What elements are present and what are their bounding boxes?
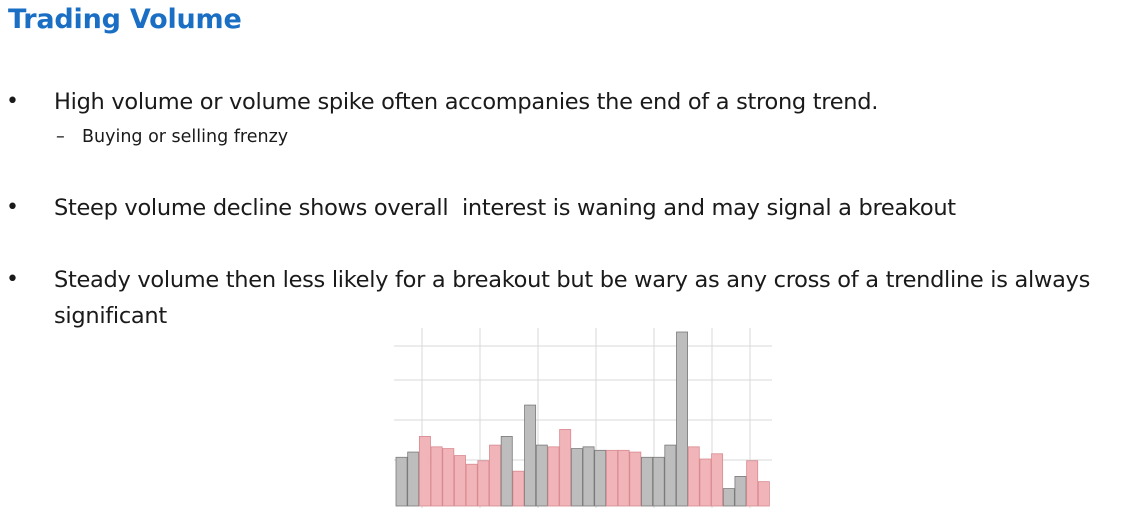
volume-bar: [407, 451, 420, 507]
volume-chart-svg: [394, 328, 772, 508]
sub-bullet-marker: –: [56, 127, 65, 147]
volume-bar: [757, 481, 770, 507]
volume-bar: [524, 404, 537, 507]
volume-bar: [605, 449, 618, 507]
chart-bars: [395, 331, 770, 507]
bullet-marker: •: [6, 195, 19, 220]
volume-bar: [512, 470, 525, 507]
volume-bar: [746, 460, 759, 507]
volume-bar: [477, 460, 490, 507]
volume-bar: [641, 456, 653, 507]
volume-bar: [559, 429, 572, 507]
volume-bar: [570, 448, 583, 507]
volume-bar: [500, 436, 513, 507]
bullet-text: Steady volume then less likely for a bre…: [54, 267, 1090, 329]
volume-bar: [454, 455, 466, 507]
volume-bar: [594, 449, 607, 507]
volume-bar: [617, 449, 630, 507]
volume-bar: [687, 446, 700, 507]
volume-bar: [652, 456, 665, 507]
volume-bar: [489, 444, 501, 507]
volume-bar: [547, 446, 560, 507]
volume-bar: [535, 444, 548, 507]
volume-bar: [629, 451, 642, 507]
volume-bar: [395, 456, 408, 507]
volume-bar: [722, 488, 735, 507]
volume-bar: [582, 446, 595, 507]
volume-bar: [465, 463, 478, 507]
slide-title: Trading Volume: [8, 4, 242, 35]
sub-bullet-item: – Buying or selling frenzy: [56, 126, 288, 148]
bullet-marker: •: [6, 267, 19, 292]
volume-bar: [430, 446, 443, 507]
volume-chart: [394, 328, 772, 508]
volume-bar: [664, 444, 677, 507]
volume-bar: [418, 436, 431, 507]
volume-bar: [676, 331, 688, 507]
volume-bar: [711, 453, 724, 507]
bullet-text: High volume or volume spike often accomp…: [54, 89, 879, 115]
volume-bar: [734, 476, 747, 507]
volume-bar: [699, 458, 712, 507]
bullet-text: Steep volume decline shows overall inter…: [54, 195, 956, 221]
bullet-marker: •: [6, 89, 19, 114]
volume-bar: [442, 448, 455, 507]
sub-bullet-text: Buying or selling frenzy: [82, 127, 289, 147]
